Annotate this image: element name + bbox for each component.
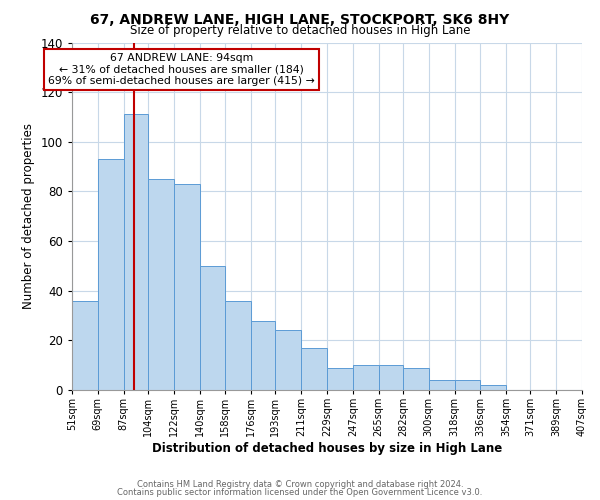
X-axis label: Distribution of detached houses by size in High Lane: Distribution of detached houses by size … — [152, 442, 502, 455]
Bar — [403, 368, 429, 390]
Text: 67 ANDREW LANE: 94sqm
← 31% of detached houses are smaller (184)
69% of semi-det: 67 ANDREW LANE: 94sqm ← 31% of detached … — [48, 53, 315, 86]
Bar — [327, 368, 353, 390]
Bar — [429, 380, 455, 390]
Bar — [480, 385, 506, 390]
Bar — [251, 320, 275, 390]
Bar — [353, 365, 379, 390]
Text: Contains public sector information licensed under the Open Government Licence v3: Contains public sector information licen… — [118, 488, 482, 497]
Bar — [225, 300, 251, 390]
Y-axis label: Number of detached properties: Number of detached properties — [22, 123, 35, 309]
Bar — [275, 330, 301, 390]
Bar — [98, 159, 124, 390]
Bar — [379, 365, 403, 390]
Text: Size of property relative to detached houses in High Lane: Size of property relative to detached ho… — [130, 24, 470, 37]
Bar — [301, 348, 327, 390]
Bar — [199, 266, 225, 390]
Bar — [72, 300, 98, 390]
Bar — [124, 114, 148, 390]
Bar — [174, 184, 200, 390]
Text: 67, ANDREW LANE, HIGH LANE, STOCKPORT, SK6 8HY: 67, ANDREW LANE, HIGH LANE, STOCKPORT, S… — [91, 12, 509, 26]
Bar — [148, 179, 174, 390]
Text: Contains HM Land Registry data © Crown copyright and database right 2024.: Contains HM Land Registry data © Crown c… — [137, 480, 463, 489]
Bar — [455, 380, 480, 390]
